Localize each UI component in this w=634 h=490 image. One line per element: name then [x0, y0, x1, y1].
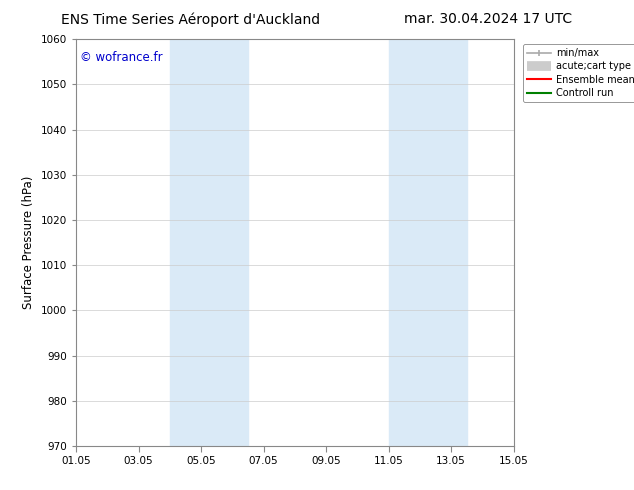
Legend: min/max, acute;cart type, Ensemble mean run, Controll run: min/max, acute;cart type, Ensemble mean …: [523, 44, 634, 102]
Text: ENS Time Series Aéroport d'Auckland: ENS Time Series Aéroport d'Auckland: [61, 12, 320, 27]
Text: © wofrance.fr: © wofrance.fr: [81, 51, 163, 64]
Text: mar. 30.04.2024 17 UTC: mar. 30.04.2024 17 UTC: [404, 12, 573, 26]
Bar: [170, 39, 248, 446]
Y-axis label: Surface Pressure (hPa): Surface Pressure (hPa): [22, 176, 36, 309]
Bar: [389, 39, 467, 446]
